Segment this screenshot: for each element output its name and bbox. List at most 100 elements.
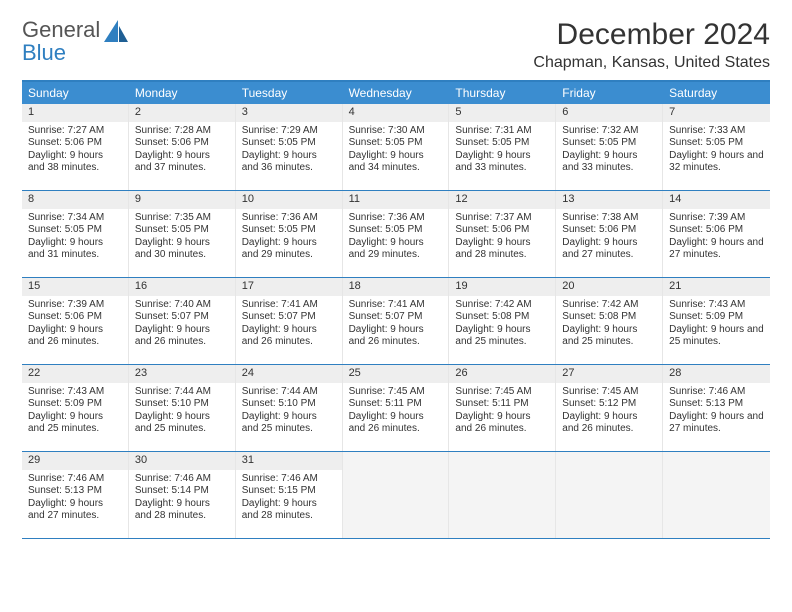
sunset-label: Sunset: bbox=[28, 485, 62, 496]
day-body: Sunrise: 7:44 AMSunset: 5:10 PMDaylight:… bbox=[236, 383, 342, 440]
day-body: Sunrise: 7:45 AMSunset: 5:11 PMDaylight:… bbox=[449, 383, 555, 440]
sunset-line: Sunset: 5:10 PM bbox=[135, 398, 229, 411]
day-cell: 27Sunrise: 7:45 AMSunset: 5:12 PMDayligh… bbox=[556, 365, 663, 451]
sunset-label: Sunset: bbox=[28, 398, 62, 409]
daylight-line: Daylight: 9 hours and 25 minutes. bbox=[562, 324, 656, 349]
sunrise-value: 7:45 AM bbox=[495, 386, 532, 397]
sunset-line: Sunset: 5:12 PM bbox=[562, 398, 656, 411]
sunset-label: Sunset: bbox=[135, 485, 169, 496]
sunrise-label: Sunrise: bbox=[28, 473, 65, 484]
daylight-label: Daylight: bbox=[669, 150, 708, 161]
sunset-label: Sunset: bbox=[349, 137, 383, 148]
sunset-value: 5:13 PM bbox=[706, 398, 743, 409]
sunset-line: Sunset: 5:07 PM bbox=[135, 311, 229, 324]
day-number: 29 bbox=[22, 452, 128, 470]
day-cell: 6Sunrise: 7:32 AMSunset: 5:05 PMDaylight… bbox=[556, 104, 663, 190]
daylight-label: Daylight: bbox=[455, 150, 494, 161]
day-cell bbox=[343, 452, 450, 538]
sunset-value: 5:06 PM bbox=[492, 224, 529, 235]
daylight-label: Daylight: bbox=[562, 324, 601, 335]
sunrise-value: 7:44 AM bbox=[281, 386, 318, 397]
sunrise-line: Sunrise: 7:46 AM bbox=[28, 473, 122, 486]
day-number: 26 bbox=[449, 365, 555, 383]
day-cell: 4Sunrise: 7:30 AMSunset: 5:05 PMDaylight… bbox=[343, 104, 450, 190]
day-cell: 9Sunrise: 7:35 AMSunset: 5:05 PMDaylight… bbox=[129, 191, 236, 277]
day-body: Sunrise: 7:42 AMSunset: 5:08 PMDaylight:… bbox=[556, 296, 662, 353]
sunrise-label: Sunrise: bbox=[135, 473, 172, 484]
sunrise-line: Sunrise: 7:36 AM bbox=[242, 212, 336, 225]
sunset-label: Sunset: bbox=[669, 224, 703, 235]
sunrise-label: Sunrise: bbox=[349, 386, 386, 397]
calendar: SundayMondayTuesdayWednesdayThursdayFrid… bbox=[22, 80, 770, 539]
sunset-value: 5:06 PM bbox=[65, 137, 102, 148]
sunrise-line: Sunrise: 7:31 AM bbox=[455, 125, 549, 138]
sunset-line: Sunset: 5:14 PM bbox=[135, 485, 229, 498]
sunset-value: 5:05 PM bbox=[385, 224, 422, 235]
day-number: 7 bbox=[663, 104, 770, 122]
sunset-line: Sunset: 5:08 PM bbox=[455, 311, 549, 324]
daylight-line: Daylight: 9 hours and 27 minutes. bbox=[28, 498, 122, 523]
day-number: 9 bbox=[129, 191, 235, 209]
day-body: Sunrise: 7:35 AMSunset: 5:05 PMDaylight:… bbox=[129, 209, 235, 266]
day-cell: 3Sunrise: 7:29 AMSunset: 5:05 PMDaylight… bbox=[236, 104, 343, 190]
sunset-label: Sunset: bbox=[135, 137, 169, 148]
day-cell: 25Sunrise: 7:45 AMSunset: 5:11 PMDayligh… bbox=[343, 365, 450, 451]
sunset-line: Sunset: 5:06 PM bbox=[28, 137, 122, 150]
sunrise-label: Sunrise: bbox=[669, 212, 706, 223]
day-body: Sunrise: 7:30 AMSunset: 5:05 PMDaylight:… bbox=[343, 122, 449, 179]
logo-line2: Blue bbox=[22, 40, 66, 65]
day-cell: 16Sunrise: 7:40 AMSunset: 5:07 PMDayligh… bbox=[129, 278, 236, 364]
sunset-label: Sunset: bbox=[242, 485, 276, 496]
day-number: 6 bbox=[556, 104, 662, 122]
daylight-line: Daylight: 9 hours and 27 minutes. bbox=[669, 411, 764, 436]
daylight-line: Daylight: 9 hours and 33 minutes. bbox=[562, 150, 656, 175]
sunrise-label: Sunrise: bbox=[135, 386, 172, 397]
daylight-label: Daylight: bbox=[349, 324, 388, 335]
day-number: 8 bbox=[22, 191, 128, 209]
sunrise-label: Sunrise: bbox=[455, 125, 492, 136]
sunset-line: Sunset: 5:05 PM bbox=[349, 224, 443, 237]
sunset-line: Sunset: 5:06 PM bbox=[135, 137, 229, 150]
sunset-line: Sunset: 5:13 PM bbox=[669, 398, 764, 411]
sunset-value: 5:07 PM bbox=[278, 311, 315, 322]
dow-cell: Sunday bbox=[22, 82, 129, 104]
sunset-label: Sunset: bbox=[135, 224, 169, 235]
sunset-value: 5:15 PM bbox=[278, 485, 315, 496]
sunset-label: Sunset: bbox=[455, 311, 489, 322]
sunrise-line: Sunrise: 7:39 AM bbox=[28, 299, 122, 312]
sunset-line: Sunset: 5:08 PM bbox=[562, 311, 656, 324]
day-cell: 21Sunrise: 7:43 AMSunset: 5:09 PMDayligh… bbox=[663, 278, 770, 364]
daylight-label: Daylight: bbox=[135, 150, 174, 161]
sunrise-line: Sunrise: 7:42 AM bbox=[455, 299, 549, 312]
day-number: 27 bbox=[556, 365, 662, 383]
sunset-line: Sunset: 5:13 PM bbox=[28, 485, 122, 498]
sunrise-label: Sunrise: bbox=[135, 299, 172, 310]
day-number: 24 bbox=[236, 365, 342, 383]
sunrise-label: Sunrise: bbox=[28, 386, 65, 397]
sunrise-line: Sunrise: 7:45 AM bbox=[562, 386, 656, 399]
daylight-line: Daylight: 9 hours and 26 minutes. bbox=[349, 324, 443, 349]
sunrise-value: 7:46 AM bbox=[174, 473, 211, 484]
sunset-label: Sunset: bbox=[669, 398, 703, 409]
sunrise-label: Sunrise: bbox=[28, 212, 65, 223]
day-body: Sunrise: 7:46 AMSunset: 5:13 PMDaylight:… bbox=[22, 470, 128, 527]
sunrise-line: Sunrise: 7:29 AM bbox=[242, 125, 336, 138]
daylight-line: Daylight: 9 hours and 38 minutes. bbox=[28, 150, 122, 175]
day-cell: 10Sunrise: 7:36 AMSunset: 5:05 PMDayligh… bbox=[236, 191, 343, 277]
day-body: Sunrise: 7:44 AMSunset: 5:10 PMDaylight:… bbox=[129, 383, 235, 440]
sunrise-value: 7:34 AM bbox=[67, 212, 104, 223]
day-cell: 23Sunrise: 7:44 AMSunset: 5:10 PMDayligh… bbox=[129, 365, 236, 451]
dow-cell: Monday bbox=[129, 82, 236, 104]
day-number: 25 bbox=[343, 365, 449, 383]
sunrise-value: 7:41 AM bbox=[281, 299, 318, 310]
day-number: 17 bbox=[236, 278, 342, 296]
daylight-line: Daylight: 9 hours and 36 minutes. bbox=[242, 150, 336, 175]
daylight-line: Daylight: 9 hours and 30 minutes. bbox=[135, 237, 229, 262]
days-of-week-row: SundayMondayTuesdayWednesdayThursdayFrid… bbox=[22, 82, 770, 104]
day-cell: 7Sunrise: 7:33 AMSunset: 5:05 PMDaylight… bbox=[663, 104, 770, 190]
daylight-line: Daylight: 9 hours and 29 minutes. bbox=[349, 237, 443, 262]
day-body: Sunrise: 7:43 AMSunset: 5:09 PMDaylight:… bbox=[663, 296, 770, 353]
day-cell: 1Sunrise: 7:27 AMSunset: 5:06 PMDaylight… bbox=[22, 104, 129, 190]
sunrise-label: Sunrise: bbox=[562, 386, 599, 397]
sunset-value: 5:05 PM bbox=[278, 137, 315, 148]
